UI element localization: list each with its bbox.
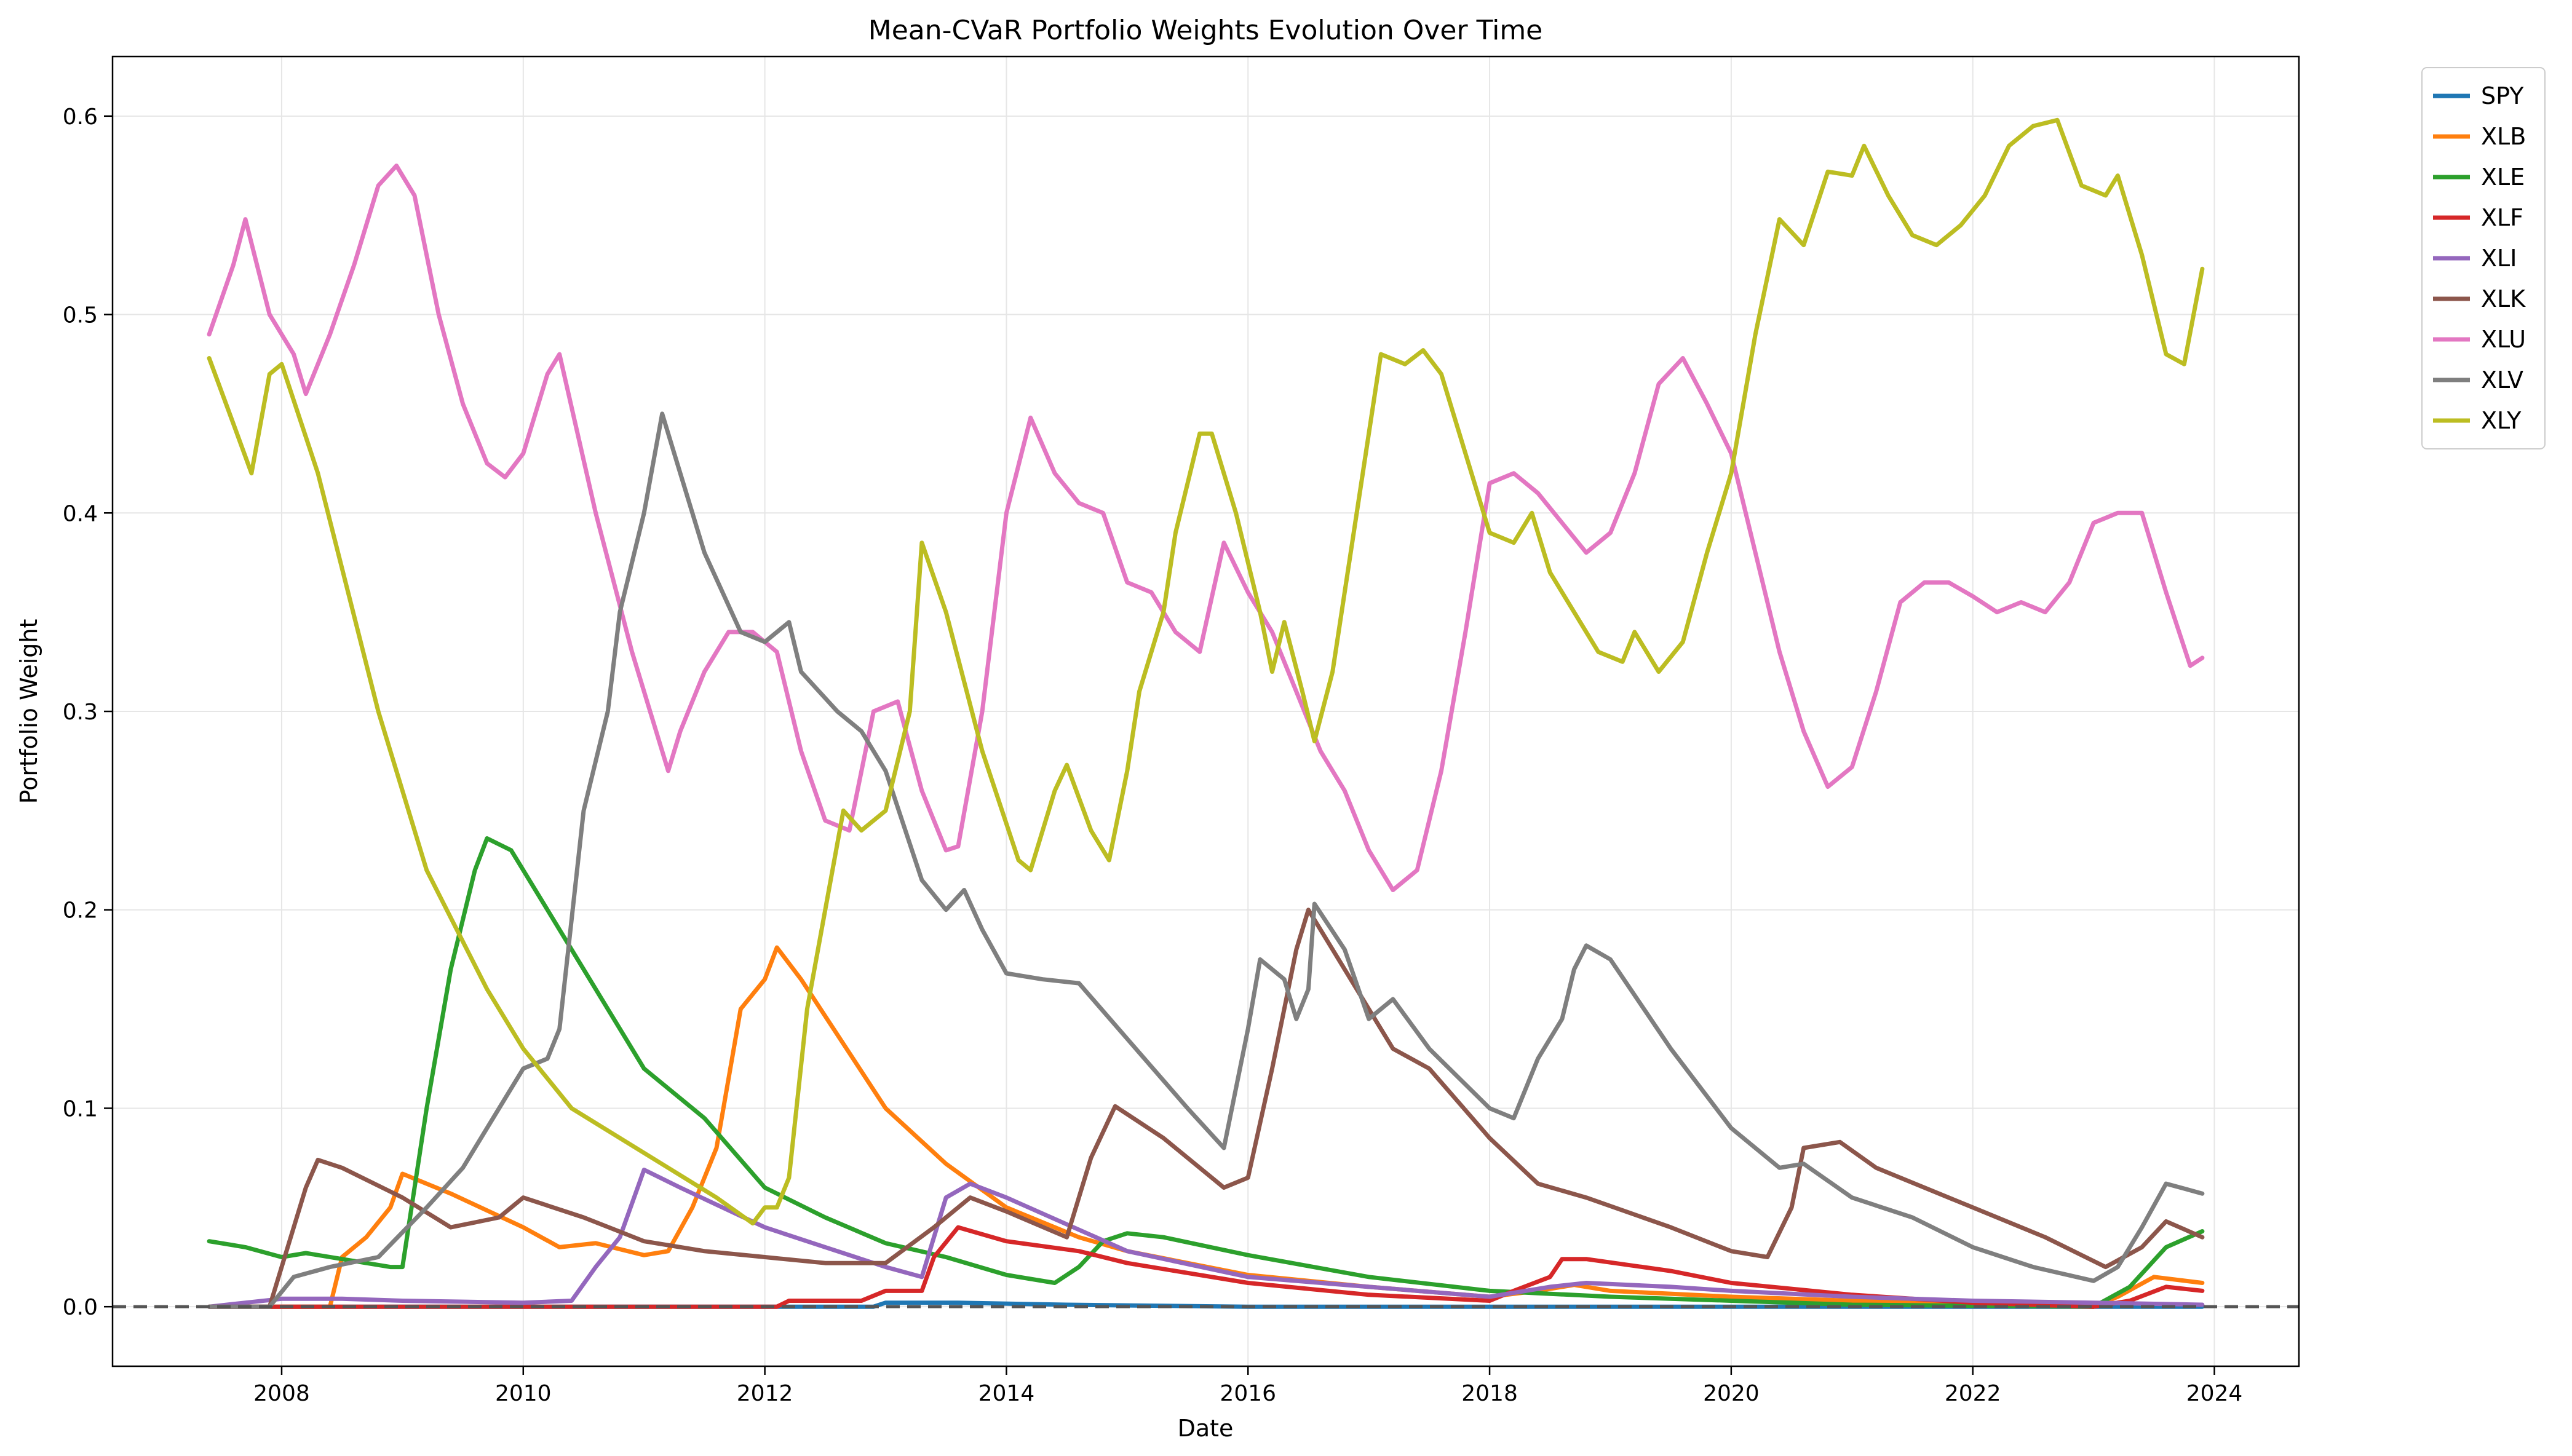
legend-label-spy: SPY <box>2481 82 2524 109</box>
series-line-xle <box>207 836 2205 1309</box>
series-line-xlu <box>207 164 2205 892</box>
y-tick-label-0: 0.0 <box>63 1295 98 1320</box>
y-axis-label: Portfolio Weight <box>15 619 42 804</box>
x-tick-label-2014: 2014 <box>978 1381 1035 1406</box>
x-tick-label-2012: 2012 <box>737 1381 793 1406</box>
y-tick-label-0.1: 0.1 <box>63 1096 98 1122</box>
x-tick-label-2018: 2018 <box>1461 1381 1518 1406</box>
legend-label-xlv: XLV <box>2481 366 2523 394</box>
x-tick-label-2010: 2010 <box>495 1381 552 1406</box>
legend-label-xle: XLE <box>2481 164 2525 191</box>
legend: SPY XLB XLE XLF XLI XLK XLU XLV XLY <box>2421 67 2546 449</box>
x-tick-label-2020: 2020 <box>1703 1381 1760 1406</box>
series-lines <box>207 117 2205 1309</box>
grid-lines <box>113 57 2299 1366</box>
x-tick-label-2024: 2024 <box>2186 1381 2243 1406</box>
chart-title: Mean-CVaR Portfolio Weights Evolution Ov… <box>868 15 1543 46</box>
legend-label-xlf: XLF <box>2481 204 2523 231</box>
series-line-xlv <box>207 411 2205 1309</box>
legend-label-xlk: XLK <box>2481 285 2526 312</box>
x-tick-label-2008: 2008 <box>253 1381 310 1406</box>
y-tick-label-0.5: 0.5 <box>63 303 98 328</box>
x-axis-ticks: 2008 2010 2012 2014 2016 2018 2020 2022 2024 <box>253 1366 2242 1406</box>
x-tick-label-2016: 2016 <box>1220 1381 1276 1406</box>
y-axis-ticks: 0.0 0.1 0.2 0.3 0.4 0.5 0.6 <box>63 105 113 1320</box>
x-tick-label-2022: 2022 <box>1945 1381 2001 1406</box>
y-tick-label-0.6: 0.6 <box>63 105 98 130</box>
series-line-xlb <box>207 945 2205 1309</box>
legend-label-xly: XLY <box>2481 407 2522 434</box>
y-tick-label-0.2: 0.2 <box>63 898 98 924</box>
legend-label-xlu: XLU <box>2481 326 2526 353</box>
legend-label-xli: XLI <box>2481 245 2517 272</box>
series-line-xlk <box>207 908 2205 1309</box>
series-line-xli <box>207 1168 2205 1309</box>
series-line-xly <box>207 117 2205 1226</box>
x-axis-label: Date <box>1178 1415 1234 1442</box>
y-tick-label-0.3: 0.3 <box>63 700 98 725</box>
legend-label-xlb: XLB <box>2481 123 2526 150</box>
legend-frame <box>2421 67 2546 449</box>
y-tick-label-0.4: 0.4 <box>63 501 98 526</box>
